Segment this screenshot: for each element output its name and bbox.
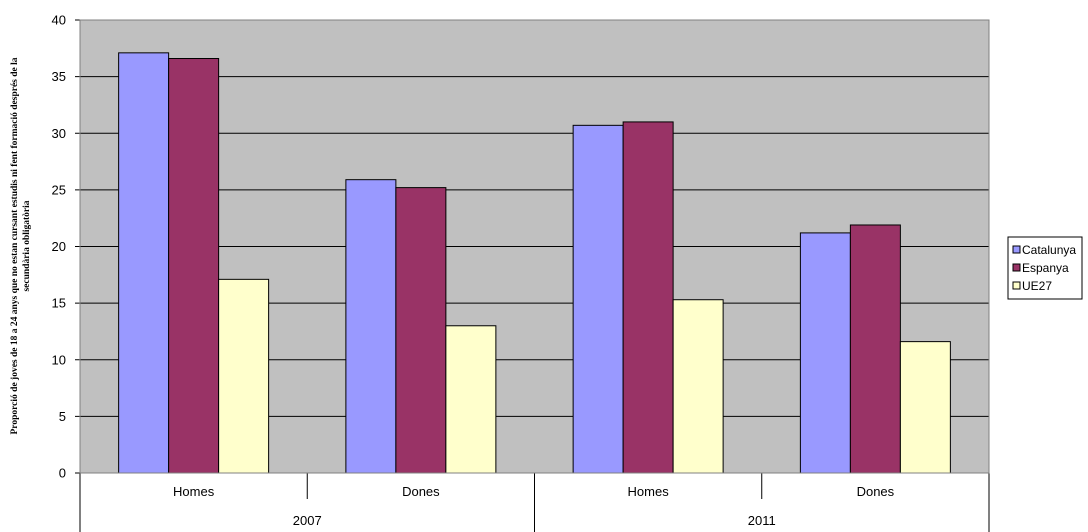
plot-border bbox=[79, 19, 990, 474]
y-tick-label: 5 bbox=[59, 409, 66, 424]
legend-swatch-ue27 bbox=[1012, 281, 1021, 290]
x-category-label: Homes bbox=[173, 484, 215, 499]
bar-ue27 bbox=[218, 278, 270, 474]
x-group-label: 2007 bbox=[293, 513, 322, 528]
y-axis-ticks: 0 5 10 15 20 25 30 35 40 bbox=[52, 13, 80, 481]
y-tick-label: 25 bbox=[52, 182, 66, 197]
x-category-label: Dones bbox=[402, 484, 440, 499]
bar-espanya bbox=[849, 224, 901, 474]
y-tick-label: 40 bbox=[52, 13, 66, 28]
y-axis-label-line-1: Proporció de joves de 18 a 24 anys que n… bbox=[10, 57, 20, 434]
y-tick-label: 15 bbox=[52, 296, 66, 311]
x-axis: Homes Dones Homes Dones 2007 2011 bbox=[79, 473, 990, 532]
x-group-label: 2011 bbox=[748, 513, 776, 528]
bar-ue27 bbox=[445, 325, 497, 474]
legend-swatch-espanya bbox=[1012, 263, 1021, 272]
legend: Catalunya Espanya UE27 bbox=[1007, 236, 1083, 300]
y-axis-label-line-2: secundària obligatòria bbox=[22, 200, 32, 291]
y-axis-label: Proporció de joves de 18 a 24 anys que n… bbox=[10, 57, 32, 434]
bar-espanya bbox=[168, 58, 220, 474]
bar-espanya bbox=[395, 187, 447, 474]
y-tick-label: 20 bbox=[52, 239, 66, 254]
legend-swatch-catalunya bbox=[1012, 245, 1021, 254]
bar-ue27 bbox=[899, 341, 951, 474]
bar-catalunya bbox=[118, 52, 170, 474]
bars bbox=[118, 52, 951, 474]
x-category-label: Dones bbox=[857, 484, 895, 499]
bar-catalunya bbox=[572, 124, 624, 474]
y-tick-label: 0 bbox=[59, 466, 66, 481]
y-tick-label: 30 bbox=[52, 126, 66, 141]
bar-espanya bbox=[622, 121, 674, 474]
bar-ue27 bbox=[672, 299, 724, 474]
legend-label: UE27 bbox=[1022, 279, 1052, 293]
legend-label: Catalunya bbox=[1022, 243, 1076, 257]
x-category-label: Homes bbox=[628, 484, 670, 499]
y-tick-label: 35 bbox=[52, 69, 66, 84]
bar-catalunya bbox=[799, 232, 851, 474]
bar-catalunya bbox=[345, 179, 397, 474]
legend-label: Espanya bbox=[1022, 261, 1069, 275]
y-tick-label: 10 bbox=[52, 352, 66, 367]
